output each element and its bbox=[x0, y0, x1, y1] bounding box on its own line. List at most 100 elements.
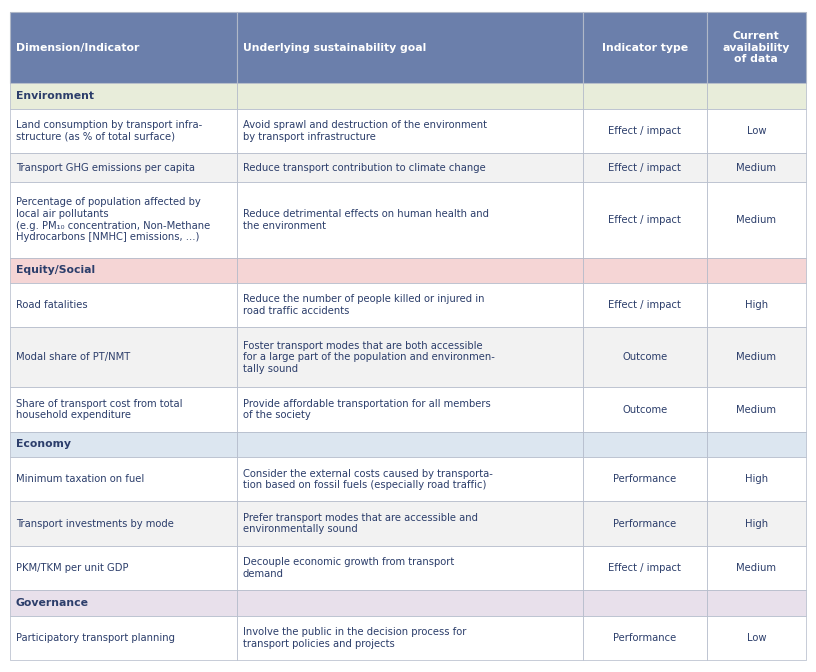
Text: Share of transport cost from total
household expenditure: Share of transport cost from total house… bbox=[16, 398, 183, 420]
Bar bbox=[237, 457, 583, 501]
Bar bbox=[707, 327, 806, 387]
Text: Modal share of PT/NMT: Modal share of PT/NMT bbox=[16, 352, 131, 362]
Bar bbox=[10, 182, 237, 257]
Bar bbox=[583, 387, 707, 431]
Bar bbox=[237, 109, 583, 153]
Bar bbox=[10, 387, 237, 431]
Text: Economy: Economy bbox=[16, 439, 71, 450]
Bar bbox=[237, 590, 583, 616]
Bar bbox=[583, 12, 707, 83]
Bar bbox=[237, 387, 583, 431]
Text: Medium: Medium bbox=[736, 405, 776, 415]
Text: Performance: Performance bbox=[613, 633, 676, 643]
Bar bbox=[10, 501, 237, 546]
Bar bbox=[707, 501, 806, 546]
Bar bbox=[583, 501, 707, 546]
Bar bbox=[707, 546, 806, 590]
Text: Medium: Medium bbox=[736, 563, 776, 573]
Text: Percentage of population affected by
local air pollutants
(e.g. PM₁₀ concentrati: Percentage of population affected by loc… bbox=[16, 198, 211, 242]
Bar bbox=[237, 616, 583, 660]
Bar bbox=[10, 457, 237, 501]
Bar bbox=[707, 616, 806, 660]
Text: Land consumption by transport infra-
structure (as % of total surface): Land consumption by transport infra- str… bbox=[16, 120, 202, 142]
Bar bbox=[237, 182, 583, 257]
Bar bbox=[583, 327, 707, 387]
Bar bbox=[707, 83, 806, 109]
Bar bbox=[237, 83, 583, 109]
Bar bbox=[10, 109, 237, 153]
Bar bbox=[583, 457, 707, 501]
Text: Outcome: Outcome bbox=[622, 405, 667, 415]
Bar bbox=[237, 283, 583, 327]
Text: Prefer transport modes that are accessible and
environmentally sound: Prefer transport modes that are accessib… bbox=[243, 513, 478, 534]
Bar bbox=[237, 431, 583, 457]
Text: Minimum taxation on fuel: Minimum taxation on fuel bbox=[16, 474, 144, 485]
Text: Consider the external costs caused by transporta-
tion based on fossil fuels (es: Consider the external costs caused by tr… bbox=[243, 468, 493, 490]
Bar bbox=[583, 431, 707, 457]
Text: Effect / impact: Effect / impact bbox=[609, 300, 681, 310]
Text: Low: Low bbox=[747, 633, 766, 643]
Bar bbox=[583, 83, 707, 109]
Text: Transport investments by mode: Transport investments by mode bbox=[16, 519, 174, 529]
Bar bbox=[583, 546, 707, 590]
Text: Current
availability
of data: Current availability of data bbox=[722, 31, 790, 65]
Bar bbox=[237, 501, 583, 546]
Text: Medium: Medium bbox=[736, 215, 776, 225]
Text: Governance: Governance bbox=[16, 598, 89, 608]
Bar bbox=[583, 109, 707, 153]
Text: Road fatalities: Road fatalities bbox=[16, 300, 87, 310]
Bar bbox=[583, 590, 707, 616]
Text: Effect / impact: Effect / impact bbox=[609, 563, 681, 573]
Bar bbox=[707, 387, 806, 431]
Text: High: High bbox=[745, 300, 768, 310]
Bar bbox=[10, 257, 237, 283]
Text: Effect / impact: Effect / impact bbox=[609, 126, 681, 136]
Bar bbox=[10, 590, 237, 616]
Bar bbox=[237, 257, 583, 283]
Text: Equity/Social: Equity/Social bbox=[16, 265, 95, 276]
Bar bbox=[583, 182, 707, 257]
Bar bbox=[10, 616, 237, 660]
Text: Indicator type: Indicator type bbox=[601, 43, 688, 52]
Bar bbox=[707, 182, 806, 257]
Text: Outcome: Outcome bbox=[622, 352, 667, 362]
Bar bbox=[237, 546, 583, 590]
Bar bbox=[707, 283, 806, 327]
Bar bbox=[583, 283, 707, 327]
Text: Reduce the number of people killed or injured in
road traffic accidents: Reduce the number of people killed or in… bbox=[243, 294, 485, 316]
Text: Performance: Performance bbox=[613, 474, 676, 485]
Bar bbox=[237, 327, 583, 387]
Bar bbox=[10, 431, 237, 457]
Text: Effect / impact: Effect / impact bbox=[609, 163, 681, 173]
Bar bbox=[10, 153, 237, 182]
Bar bbox=[10, 283, 237, 327]
Text: High: High bbox=[745, 519, 768, 529]
Text: Foster transport modes that are both accessible
for a large part of the populati: Foster transport modes that are both acc… bbox=[243, 341, 494, 374]
Text: Participatory transport planning: Participatory transport planning bbox=[16, 633, 175, 643]
Text: Reduce detrimental effects on human health and
the environment: Reduce detrimental effects on human heal… bbox=[243, 209, 489, 230]
Text: Involve the public in the decision process for
transport policies and projects: Involve the public in the decision proce… bbox=[243, 627, 466, 648]
Text: Decouple economic growth from transport
demand: Decouple economic growth from transport … bbox=[243, 557, 455, 579]
Bar bbox=[10, 83, 237, 109]
Text: Medium: Medium bbox=[736, 163, 776, 173]
Bar bbox=[10, 12, 237, 83]
Text: Underlying sustainability goal: Underlying sustainability goal bbox=[243, 43, 426, 52]
Text: High: High bbox=[745, 474, 768, 485]
Text: Performance: Performance bbox=[613, 519, 676, 529]
Bar bbox=[10, 546, 237, 590]
Bar bbox=[237, 153, 583, 182]
Bar bbox=[707, 109, 806, 153]
Text: Effect / impact: Effect / impact bbox=[609, 215, 681, 225]
Bar bbox=[707, 12, 806, 83]
Text: Low: Low bbox=[747, 126, 766, 136]
Text: Medium: Medium bbox=[736, 352, 776, 362]
Bar bbox=[583, 257, 707, 283]
Text: PKM/TKM per unit GDP: PKM/TKM per unit GDP bbox=[16, 563, 128, 573]
Bar bbox=[707, 153, 806, 182]
Text: Provide affordable transportation for all members
of the society: Provide affordable transportation for al… bbox=[243, 398, 490, 420]
Bar bbox=[707, 590, 806, 616]
Text: Transport GHG emissions per capita: Transport GHG emissions per capita bbox=[16, 163, 195, 173]
Bar bbox=[237, 12, 583, 83]
Text: Environment: Environment bbox=[16, 91, 94, 101]
Bar bbox=[583, 153, 707, 182]
